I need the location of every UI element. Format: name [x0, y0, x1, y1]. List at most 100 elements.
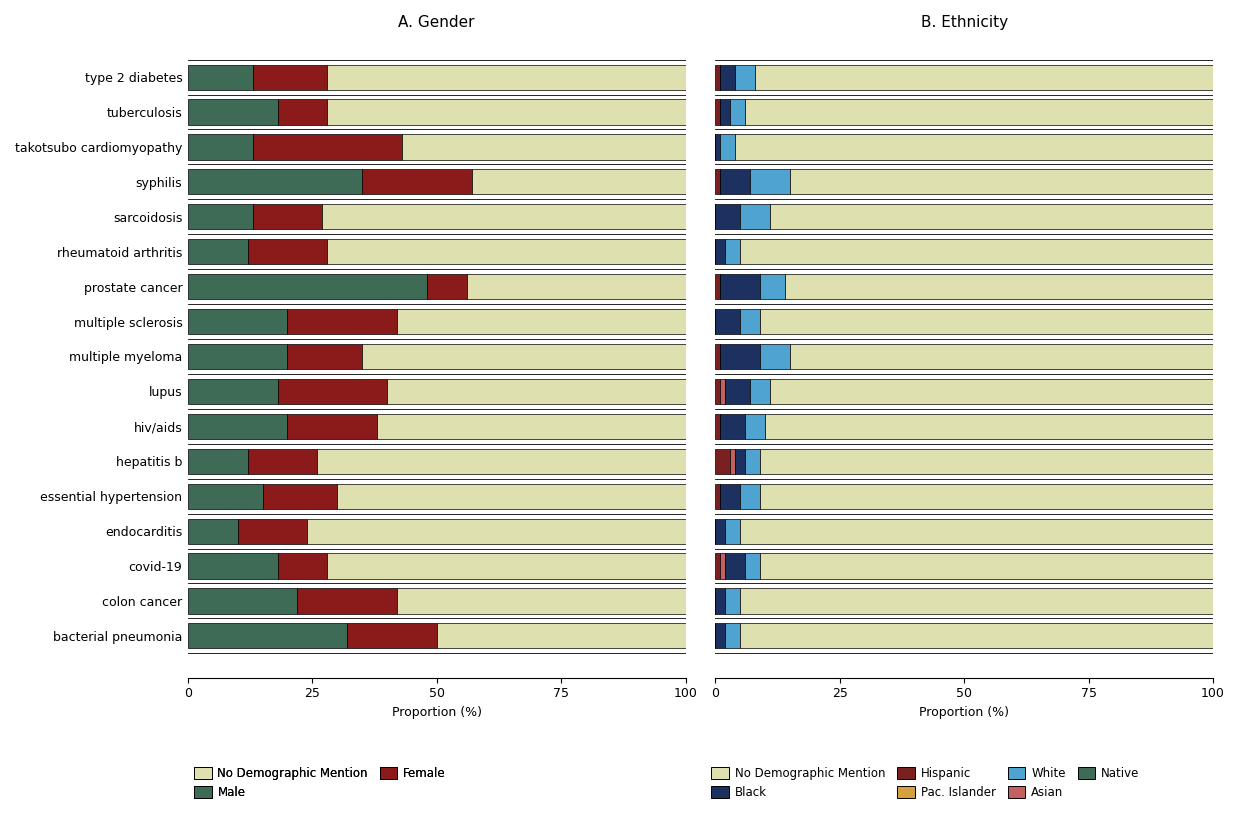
- Bar: [755, 64, 1213, 90]
- Bar: [730, 99, 745, 124]
- Bar: [715, 274, 720, 299]
- Bar: [188, 134, 253, 159]
- Bar: [760, 554, 1213, 579]
- Bar: [760, 309, 1213, 334]
- Bar: [725, 239, 740, 264]
- Bar: [188, 519, 238, 544]
- Bar: [770, 204, 1213, 229]
- X-axis label: Proportion (%): Proportion (%): [392, 706, 482, 719]
- Bar: [745, 99, 1213, 124]
- Bar: [715, 309, 740, 334]
- Bar: [740, 484, 760, 509]
- Bar: [188, 588, 298, 614]
- Bar: [715, 519, 725, 544]
- Bar: [735, 64, 755, 90]
- Bar: [337, 484, 686, 509]
- Bar: [347, 623, 436, 649]
- Bar: [288, 309, 397, 334]
- Bar: [720, 484, 740, 509]
- Bar: [188, 344, 288, 369]
- Bar: [785, 274, 1213, 299]
- Bar: [740, 588, 1213, 614]
- Bar: [298, 588, 397, 614]
- Bar: [720, 554, 725, 579]
- Bar: [735, 134, 1213, 159]
- Bar: [770, 379, 1213, 404]
- Bar: [288, 414, 377, 439]
- Bar: [740, 309, 760, 334]
- Bar: [715, 623, 725, 649]
- Bar: [790, 169, 1213, 194]
- Bar: [740, 623, 1213, 649]
- Bar: [720, 169, 750, 194]
- Bar: [725, 623, 740, 649]
- Bar: [188, 623, 347, 649]
- Bar: [745, 414, 765, 439]
- Bar: [188, 239, 248, 264]
- Bar: [765, 414, 1213, 439]
- Bar: [740, 239, 1213, 264]
- Bar: [188, 64, 253, 90]
- Bar: [730, 449, 735, 474]
- Bar: [750, 169, 790, 194]
- Bar: [238, 519, 308, 544]
- Bar: [725, 519, 740, 544]
- Bar: [188, 309, 288, 334]
- Bar: [720, 64, 735, 90]
- Bar: [263, 484, 337, 509]
- Bar: [188, 379, 278, 404]
- Bar: [188, 274, 427, 299]
- Bar: [720, 134, 735, 159]
- Bar: [387, 379, 686, 404]
- Bar: [377, 414, 686, 439]
- Bar: [188, 484, 263, 509]
- Bar: [715, 99, 720, 124]
- Bar: [397, 588, 686, 614]
- Bar: [248, 239, 327, 264]
- Bar: [750, 379, 770, 404]
- Bar: [278, 99, 327, 124]
- Bar: [715, 379, 720, 404]
- Bar: [327, 99, 686, 124]
- Bar: [715, 484, 720, 509]
- Bar: [308, 519, 686, 544]
- Bar: [466, 274, 686, 299]
- Bar: [715, 239, 725, 264]
- Bar: [278, 379, 387, 404]
- Bar: [188, 414, 288, 439]
- Bar: [745, 449, 760, 474]
- Bar: [278, 554, 327, 579]
- Bar: [720, 414, 745, 439]
- Bar: [715, 204, 740, 229]
- Bar: [402, 134, 686, 159]
- Bar: [760, 344, 790, 369]
- Bar: [248, 449, 317, 474]
- Bar: [362, 169, 471, 194]
- Bar: [725, 588, 740, 614]
- Bar: [327, 239, 686, 264]
- Bar: [327, 554, 686, 579]
- Bar: [715, 344, 720, 369]
- Bar: [740, 519, 1213, 544]
- Bar: [760, 274, 785, 299]
- Bar: [720, 344, 760, 369]
- X-axis label: Proportion (%): Proportion (%): [919, 706, 1009, 719]
- Bar: [720, 274, 760, 299]
- Bar: [253, 134, 402, 159]
- Bar: [715, 449, 730, 474]
- Bar: [725, 554, 745, 579]
- Bar: [740, 204, 770, 229]
- Bar: [188, 99, 278, 124]
- Bar: [436, 623, 686, 649]
- Bar: [760, 484, 1213, 509]
- Bar: [715, 134, 720, 159]
- Bar: [715, 64, 720, 90]
- Bar: [760, 449, 1213, 474]
- Bar: [188, 554, 278, 579]
- Bar: [720, 379, 725, 404]
- Bar: [715, 554, 720, 579]
- Bar: [188, 449, 248, 474]
- Bar: [362, 344, 686, 369]
- Bar: [253, 204, 322, 229]
- Bar: [317, 449, 686, 474]
